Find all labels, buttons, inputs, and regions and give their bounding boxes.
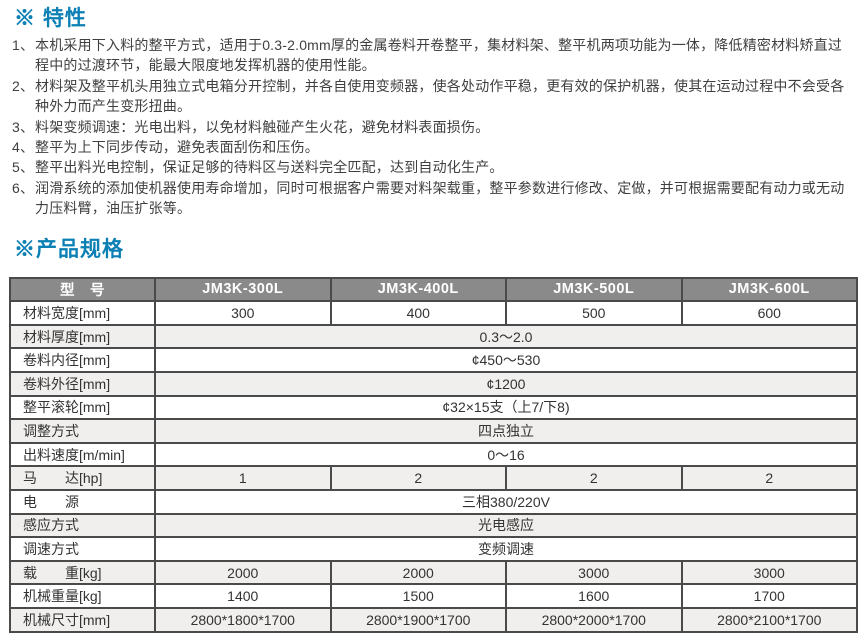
col-header-jm3k-500l: JM3K-500L	[505, 276, 683, 303]
spec-value: 2800*2100*1700	[680, 606, 858, 633]
col-header-jm3k-600l: JM3K-600L	[680, 276, 858, 303]
feature-text: 整平为上下同步传动，避免表面刮伤和压伤。	[35, 139, 319, 156]
spec-value: 光电感应	[154, 512, 858, 539]
spec-label: 机械尺寸[mm]	[9, 606, 156, 633]
spec-value: 3000	[680, 559, 858, 586]
spec-value: 600	[680, 300, 858, 326]
table-row: 材料厚度[mm] 0.3～2.0	[9, 323, 858, 350]
feature-number: 5、	[12, 159, 35, 176]
spec-label: 载 重[kg]	[9, 559, 156, 586]
specs-table: 型 号 JM3K-300L JM3K-400L JM3K-500L JM3K-6…	[9, 276, 858, 633]
table-row: 卷料外径[mm] ¢1200	[9, 371, 858, 397]
feature-item: 5、 整平出料光电控制，保证足够的待料区与送料完全匹配，达到自动化生产。	[12, 157, 846, 177]
feature-number: 4、	[12, 139, 35, 156]
spec-value: 0～16	[154, 441, 858, 468]
feature-text: 材料架及整平机头用独立式电箱分开控制，并各自使用变频器，使各处动作平稳，更有效的…	[35, 77, 845, 115]
table-row: 调整方式 四点独立	[9, 418, 858, 444]
spec-value: 变频调速	[154, 536, 858, 562]
feature-item: 4、 整平为上下同步传动，避免表面刮伤和压伤。	[12, 137, 846, 157]
features-list: 1、 本机采用下入料的整平方式，适用于0.3-2.0mm厚的金属卷料开卷整平，集…	[12, 35, 846, 219]
spec-value: 300	[154, 300, 332, 326]
table-row: 卷料内径[mm] ¢450～530	[9, 347, 858, 374]
col-header-jm3k-300l: JM3K-300L	[154, 276, 332, 303]
specs-section-title: ※产品规格	[14, 237, 124, 261]
spec-value: 2800*1900*1700	[329, 606, 507, 633]
feature-item: 3、 料架变频调速：光电出料，以免材料触碰产生火花，避免材料表面损伤。	[12, 117, 846, 137]
spec-label: 感应方式	[9, 512, 156, 539]
spec-value: 1600	[505, 583, 683, 609]
spec-label: 材料厚度[mm]	[9, 323, 156, 350]
spec-value: 三相380/220V	[154, 489, 858, 515]
spec-label: 调速方式	[9, 536, 156, 562]
spec-value: ¢450～530	[154, 347, 858, 374]
feature-item: 1、 本机采用下入料的整平方式，适用于0.3-2.0mm厚的金属卷料开卷整平，集…	[12, 35, 846, 76]
col-header-model: 型 号	[9, 276, 156, 303]
spec-value: 2800*1800*1700	[154, 606, 332, 633]
spec-value: 1400	[154, 583, 332, 609]
spec-label: 材料宽度[mm]	[9, 300, 156, 326]
spec-value: 2	[680, 465, 858, 491]
spec-value: 400	[329, 300, 507, 326]
table-row: 马 达[hp] 1 2 2 2	[9, 465, 858, 491]
spec-value: 2	[329, 465, 507, 491]
features-section-title: ※ 特性	[14, 7, 87, 30]
spec-value: 2000	[329, 559, 507, 586]
feature-text: 整平出料光电控制，保证足够的待料区与送料完全匹配，达到自动化生产。	[35, 159, 504, 176]
table-row: 调速方式 变频调速	[9, 536, 858, 562]
table-row: 感应方式 光电感应	[9, 512, 858, 539]
feature-text: 本机采用下入料的整平方式，适用于0.3-2.0mm厚的金属卷料开卷整平，集材料架…	[35, 37, 843, 74]
spec-value: 3000	[505, 559, 683, 586]
table-header-row: 型 号 JM3K-300L JM3K-400L JM3K-500L JM3K-6…	[9, 276, 858, 303]
spec-value: 2800*2000*1700	[505, 606, 683, 633]
feature-item: 6、 润滑系统的添加使机器使用寿命增加，同时可根据客户需要对料架载重，整平参数进…	[12, 178, 846, 219]
spec-value: 0.3～2.0	[154, 323, 858, 350]
table-row: 材料宽度[mm] 300 400 500 600	[9, 300, 858, 326]
feature-number: 1、	[12, 37, 35, 53]
spec-value: 1	[154, 465, 332, 491]
spec-label: 出料速度[m/min]	[9, 441, 156, 468]
spec-label: 马 达[hp]	[9, 465, 156, 491]
col-header-jm3k-400l: JM3K-400L	[329, 276, 507, 303]
spec-label: 卷料内径[mm]	[9, 347, 156, 374]
table-row: 整平滚轮[mm] ¢32×15支（上7/下8)	[9, 394, 858, 421]
spec-label: 整平滚轮[mm]	[9, 394, 156, 421]
spec-label: 卷料外径[mm]	[9, 371, 156, 397]
table-row: 出料速度[m/min] 0～16	[9, 441, 858, 468]
table-row: 电 源 三相380/220V	[9, 489, 858, 515]
spec-label: 电 源	[9, 489, 156, 515]
spec-value: ¢1200	[154, 371, 858, 397]
table-row: 载 重[kg] 2000 2000 3000 3000	[9, 559, 858, 586]
spec-value: ¢32×15支（上7/下8)	[154, 394, 858, 421]
spec-value: 1500	[329, 583, 507, 609]
feature-text: 料架变频调速：光电出料，以免材料触碰产生火花，避免材料表面损伤。	[35, 118, 490, 135]
feature-number: 6、	[12, 179, 35, 196]
spec-value: 2000	[154, 559, 332, 586]
spec-value: 1700	[680, 583, 858, 609]
feature-item: 2、 材料架及整平机头用独立式电箱分开控制，并各自使用变频器，使各处动作平稳，更…	[12, 76, 846, 117]
table-row: 机械尺寸[mm] 2800*1800*1700 2800*1900*1700 2…	[9, 606, 858, 633]
spec-value: 500	[505, 300, 683, 326]
table-row: 机械重量[kg] 1400 1500 1600 1700	[9, 583, 858, 609]
feature-text: 润滑系统的添加使机器使用寿命增加，同时可根据客户需要对料架载重，整平参数进行修改…	[35, 179, 845, 217]
spec-label: 调整方式	[9, 418, 156, 444]
spec-label: 机械重量[kg]	[9, 583, 156, 609]
feature-number: 3、	[12, 118, 35, 135]
spec-value: 2	[505, 465, 683, 491]
spec-value: 四点独立	[154, 418, 858, 444]
feature-number: 2、	[12, 77, 35, 94]
